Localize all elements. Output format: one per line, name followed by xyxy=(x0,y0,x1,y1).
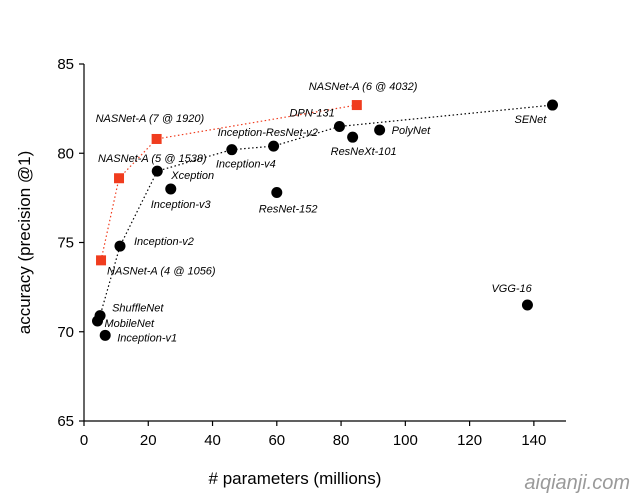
x-tick-label: 140 xyxy=(521,432,546,449)
model-marker xyxy=(374,124,386,136)
model-label: VGG-16 xyxy=(491,283,532,295)
model-label: Inception-v1 xyxy=(117,332,177,344)
y-tick-label: 85 xyxy=(57,56,74,73)
model-marker xyxy=(547,99,559,111)
x-tick-label: 80 xyxy=(333,432,350,449)
model-label: ResNet-152 xyxy=(259,204,318,216)
model-marker xyxy=(226,144,238,156)
x-tick-label: 100 xyxy=(393,432,418,449)
series-lines xyxy=(96,104,553,322)
model-label: Inception-v2 xyxy=(134,236,194,248)
model-marker xyxy=(114,240,126,252)
nasnet-marker xyxy=(151,133,162,144)
nasnet-marker xyxy=(96,255,107,266)
x-tick-label: 120 xyxy=(457,432,482,449)
model-marker xyxy=(333,120,345,132)
x-tick-label: 20 xyxy=(140,432,157,449)
model-label: DPN-131 xyxy=(289,107,334,119)
model-marker xyxy=(165,183,177,195)
model-marker xyxy=(268,140,280,152)
model-label: Xception xyxy=(170,170,214,182)
x-tick-label: 0 xyxy=(80,432,88,449)
nasnet-label: NASNet-A (6 @ 4032) xyxy=(309,81,418,93)
data-points xyxy=(91,99,559,341)
model-label: SENet xyxy=(515,114,548,126)
model-marker xyxy=(521,299,533,311)
y-axis-title: accuracy (precision @1) xyxy=(15,151,34,335)
model-marker xyxy=(271,187,283,199)
nasnet-label: NASNet-A (4 @ 1056) xyxy=(107,265,216,277)
model-label: PolyNet xyxy=(392,125,431,137)
y-tick-label: 75 xyxy=(57,235,74,252)
y-tick-label: 70 xyxy=(57,324,74,341)
watermark: aiqianji.com xyxy=(524,472,630,494)
model-label: Inception-v4 xyxy=(216,159,276,171)
model-label: Inception-ResNet-v2 xyxy=(218,127,318,139)
x-axis-title: # parameters (millions) xyxy=(209,469,382,488)
model-label: MobileNet xyxy=(104,318,154,330)
model-label: Inception-v3 xyxy=(151,199,212,211)
x-tick-label: 40 xyxy=(204,432,221,449)
model-marker xyxy=(151,165,163,177)
baseline-frontier-line xyxy=(96,104,553,322)
axes: 0 20 40 60 80 100 120 140 65 70 75 80 85 xyxy=(57,56,566,449)
model-marker xyxy=(99,329,111,341)
model-label: ResNeXt-101 xyxy=(331,146,397,158)
y-tick-label: 65 xyxy=(57,413,74,430)
model-marker xyxy=(94,310,106,322)
nasnet-label: NASNet-A (5 @ 1538) xyxy=(98,153,207,165)
nasnet-marker xyxy=(351,100,362,111)
nasnet-label: NASNet-A (7 @ 1920) xyxy=(96,113,205,125)
point-labels: NASNet-A (4 @ 1056) NASNet-A (5 @ 1538) NA… xyxy=(96,81,548,344)
model-marker xyxy=(347,131,359,143)
nasnet-marker xyxy=(114,173,125,184)
x-tick-label: 60 xyxy=(268,432,285,449)
model-label: ShuffleNet xyxy=(112,303,164,315)
y-tick-label: 80 xyxy=(57,145,74,162)
